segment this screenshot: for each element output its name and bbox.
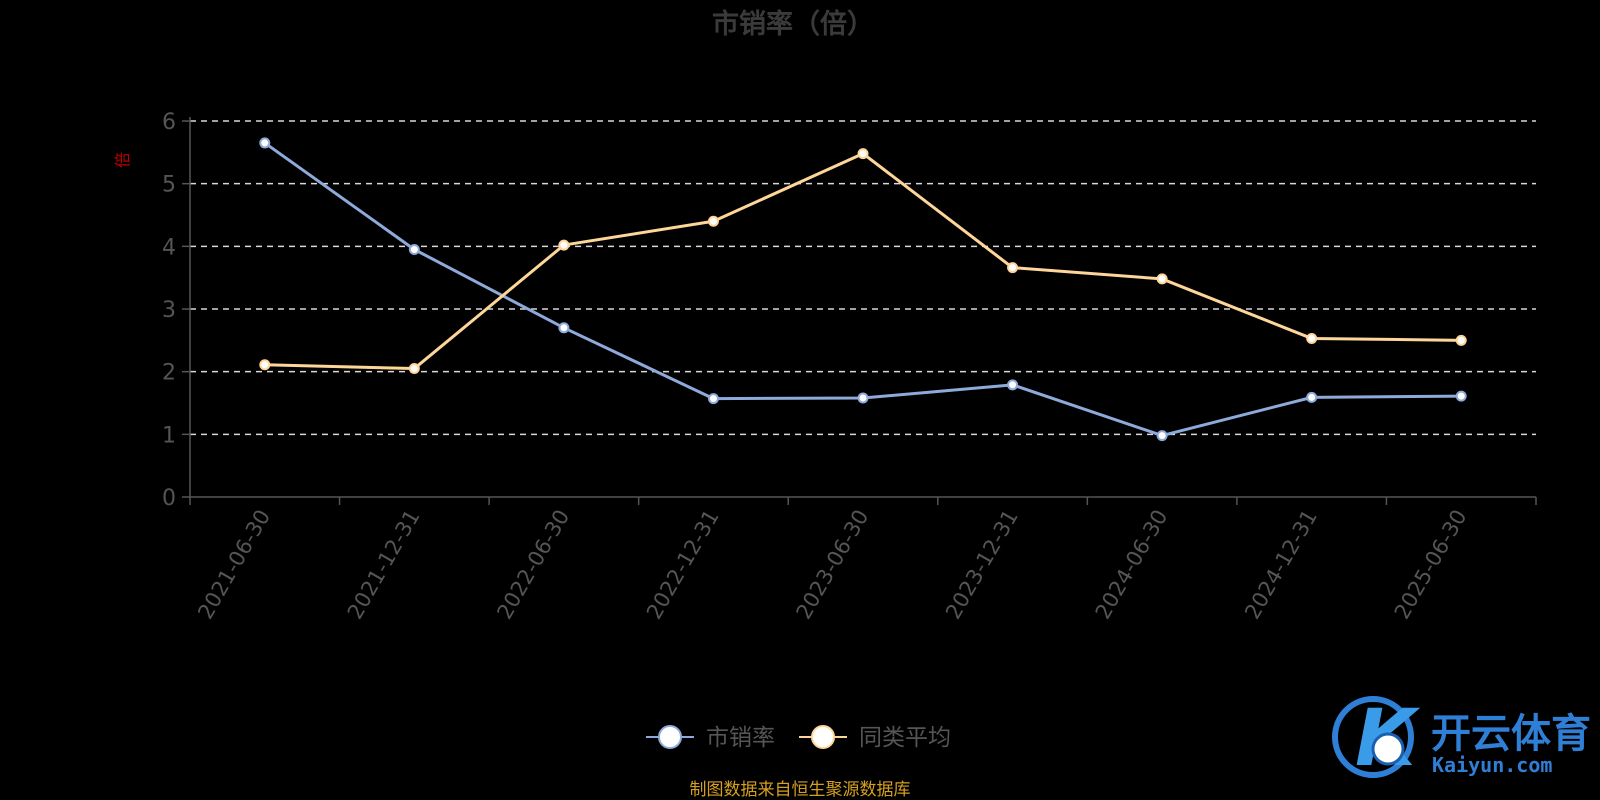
legend-label-series-2: 同类平均 <box>859 725 951 751</box>
legend-swatch-marker <box>811 725 835 749</box>
chart-title: 市销率（倍） <box>712 8 874 40</box>
data-point <box>259 359 271 371</box>
data-point <box>558 239 570 251</box>
watermark-brand-cn: 开云体育 <box>1431 711 1591 757</box>
legend: 市销率 同类平均 <box>646 725 951 751</box>
x-tick-label: 2023-06-30 <box>792 506 874 624</box>
x-tick-label: 2024-06-30 <box>1091 506 1173 624</box>
data-point <box>1156 273 1168 285</box>
data-point <box>857 148 869 160</box>
series-line <box>263 141 1462 438</box>
data-point <box>408 363 420 375</box>
data-point <box>558 322 570 334</box>
legend-item-series-1[interactable]: 市销率 <box>646 725 775 751</box>
x-tick-label: 2024-12-31 <box>1240 506 1322 624</box>
y-tick-label: 4 <box>162 235 176 260</box>
x-tick-label: 2022-12-31 <box>642 506 724 624</box>
legend-label-series-1: 市销率 <box>706 725 775 751</box>
x-axis-ticks: 2021-06-30 2021-12-31 2022-06-30 2022-12-31… <box>189 497 1537 624</box>
data-point <box>1306 332 1318 344</box>
series-group <box>259 137 1467 442</box>
axes <box>189 117 1536 498</box>
legend-item-series-2[interactable]: 同类平均 <box>799 725 951 751</box>
data-point <box>1007 262 1019 274</box>
watermark-brand-en: Kaiyun.com <box>1432 753 1552 777</box>
x-tick-label: 2023-12-31 <box>941 506 1023 624</box>
x-tick-label: 2021-06-30 <box>193 506 275 624</box>
x-tick-label: 2022-06-30 <box>492 506 574 624</box>
data-point <box>1455 334 1467 346</box>
data-source-note: 制图数据来自恒生聚源数据库 <box>690 780 911 800</box>
data-point <box>707 215 719 227</box>
y-axis-unit-label: 倍 <box>113 152 132 168</box>
series-1 <box>259 137 1467 442</box>
data-point <box>259 137 271 149</box>
x-tick-label: 2021-12-31 <box>343 506 425 624</box>
data-point <box>857 392 869 404</box>
data-point <box>1007 379 1019 391</box>
gridlines <box>190 120 1536 436</box>
watermark-logo: K 开云体育 Kaiyun.com <box>1332 694 1591 784</box>
y-tick-label: 0 <box>162 486 176 511</box>
logo-ring-icon <box>1332 696 1414 778</box>
y-axis-ticks: 0 1 2 3 4 5 6 <box>162 110 190 511</box>
series-line <box>264 152 1462 371</box>
y-tick-label: 6 <box>162 110 176 135</box>
data-point <box>1306 391 1318 403</box>
series-2 <box>259 148 1467 375</box>
y-tick-label: 5 <box>162 173 176 198</box>
y-tick-label: 1 <box>162 423 176 448</box>
data-point <box>707 393 719 405</box>
data-point <box>1455 390 1467 402</box>
y-tick-label: 3 <box>162 298 176 323</box>
legend-swatch-marker <box>658 725 682 749</box>
soccer-ball-icon <box>1371 732 1405 766</box>
y-tick-label: 2 <box>162 361 176 386</box>
data-point <box>1156 430 1168 442</box>
data-point <box>408 243 420 255</box>
x-tick-label: 2025-06-30 <box>1390 506 1472 624</box>
